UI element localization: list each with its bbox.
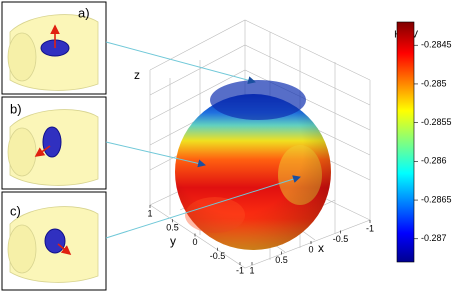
x-tick-label: -1 [366,223,374,233]
inset-c: c) [1,191,107,291]
y-tick-label: -1 [236,265,244,275]
x-tick-label: 1 [249,265,254,275]
colorbar-tick-label: -0.2845 [421,40,452,50]
sphere [175,80,331,250]
panel-label: c) [10,203,21,218]
panel-label: b) [10,101,22,116]
y-tick-label: 0.5 [166,223,179,233]
connectors [105,41,301,239]
z-axis-label: z [134,68,140,82]
colorbar-tick-label: -0.287 [421,233,447,243]
panel-label: a) [78,5,90,20]
colorbar-tick-label: -0.2865 [421,194,452,204]
colorbar-tick-label: -0.2855 [421,117,452,127]
x-tick-label: 0.5 [275,255,288,265]
y-tick-label: -0.5 [210,251,226,261]
colorbar-tick-label: -0.286 [421,156,447,166]
inset-b: b) [1,96,107,190]
colorbar-tick-label: -0.285 [421,78,447,88]
x-tick-label: -0.5 [333,234,349,244]
y-tick-label: 0 [192,237,197,247]
colorbar [396,21,415,263]
inset-a: a) [1,1,107,95]
y-axis-label: y [170,234,176,248]
x-tick-label: 0 [308,244,313,254]
y-tick-label: 1 [147,208,152,218]
x-axis-label: x [318,241,324,255]
